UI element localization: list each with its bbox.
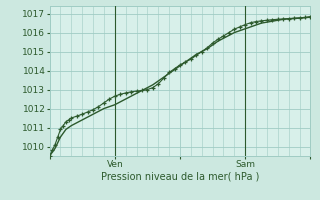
X-axis label: Pression niveau de la mer( hPa ): Pression niveau de la mer( hPa ) (101, 172, 259, 182)
